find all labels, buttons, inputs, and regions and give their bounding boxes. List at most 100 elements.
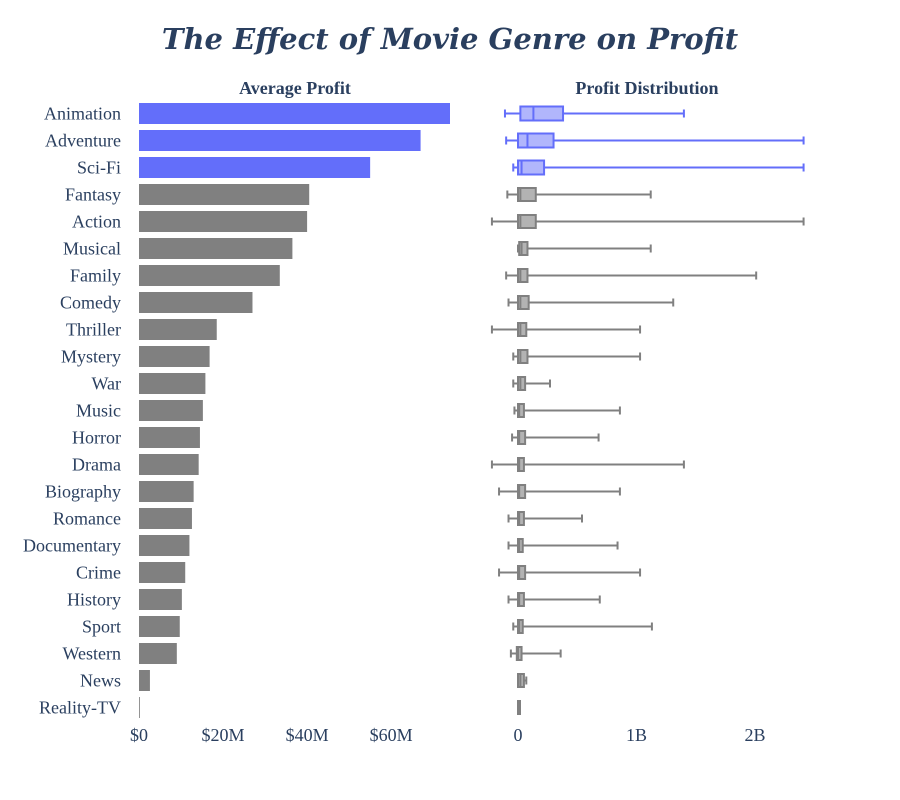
- box-iqr: [517, 349, 529, 364]
- box-iqr: [517, 538, 524, 553]
- box-plot: [490, 322, 642, 337]
- box-plot: [507, 538, 619, 553]
- bar: [139, 103, 450, 124]
- category-label: Thriller: [66, 320, 121, 340]
- category-label: War: [91, 374, 121, 394]
- box-plot: [507, 511, 583, 526]
- box-x-tick-label: 0: [514, 725, 523, 745]
- box-plot: [505, 268, 758, 283]
- box-x-tick-label: 1B: [626, 725, 647, 745]
- category-label: Romance: [53, 509, 121, 529]
- box-iqr: [517, 511, 525, 526]
- box-x-tick-label: 2B: [744, 725, 765, 745]
- box-iqr: [517, 484, 527, 499]
- category-labels: Animation Adventure Sci-Fi Fantasy Action Mus…: [23, 104, 121, 718]
- category-label: Action: [72, 212, 121, 232]
- box-plot: [517, 700, 521, 715]
- category-label: Musical: [63, 239, 121, 259]
- box-iqr: [519, 105, 565, 122]
- bar: [139, 346, 210, 367]
- category-label: Fantasy: [65, 185, 121, 205]
- box-plot: [513, 403, 621, 418]
- category-label: Animation: [44, 104, 121, 124]
- box-series: [490, 105, 805, 715]
- bar: [139, 697, 140, 718]
- box-iqr: [517, 403, 525, 418]
- bar-chart-subtitle: Average Profit: [239, 78, 351, 98]
- bar: [139, 238, 293, 259]
- bar: [139, 373, 206, 394]
- box-iqr: [517, 268, 529, 283]
- bar-x-tick-label: $20M: [202, 725, 245, 745]
- box-iqr: [517, 376, 527, 391]
- bar: [139, 562, 186, 583]
- bar: [139, 184, 310, 205]
- bar-x-tick-label: $60M: [370, 725, 413, 745]
- box-iqr: [517, 132, 555, 149]
- category-label: Comedy: [60, 293, 121, 313]
- box-plot: [498, 565, 642, 580]
- box-iqr: [517, 565, 527, 580]
- category-label: Adventure: [45, 131, 121, 151]
- bar: [139, 157, 371, 178]
- bar: [139, 589, 182, 610]
- box-plot: [509, 646, 562, 661]
- box-iqr: [517, 619, 524, 634]
- bar-x-tick-label: $40M: [286, 725, 329, 745]
- category-label: Biography: [45, 482, 121, 502]
- box-plot: [512, 376, 551, 391]
- box-plot: [512, 349, 642, 364]
- category-label: Family: [70, 266, 121, 286]
- bar: [139, 643, 177, 664]
- chart-title: The Effect of Movie Genre on Profit: [161, 22, 739, 56]
- category-label: History: [67, 590, 121, 610]
- category-label: Documentary: [23, 536, 121, 556]
- box-iqr: [518, 241, 529, 256]
- category-label: Reality-TV: [39, 698, 121, 718]
- box-plot: [498, 484, 621, 499]
- category-label: Mystery: [61, 347, 121, 367]
- box-plot: [503, 105, 685, 122]
- box-plot: [507, 295, 675, 310]
- box-plot: [511, 430, 600, 445]
- bar: [139, 400, 203, 421]
- box-iqr: [517, 295, 530, 310]
- box-iqr: [517, 214, 537, 229]
- box-plot: [490, 214, 805, 229]
- box-plot: [506, 187, 652, 202]
- category-label: Crime: [76, 563, 121, 583]
- box-plot: [512, 619, 653, 634]
- box-iqr: [517, 159, 546, 176]
- box-iqr: [517, 187, 537, 202]
- bar: [139, 616, 180, 637]
- box-plot: [490, 457, 685, 472]
- box-plot: [517, 241, 652, 256]
- bar: [139, 292, 253, 313]
- bar: [139, 130, 421, 151]
- box-x-axis: 0 1B 2B: [514, 725, 766, 745]
- bar: [139, 265, 280, 286]
- category-label: News: [80, 671, 121, 691]
- category-label: Music: [76, 401, 121, 421]
- bar: [139, 670, 150, 691]
- category-label: Sport: [82, 617, 121, 637]
- box-plot: [512, 159, 805, 176]
- box-iqr: [517, 430, 527, 445]
- category-label: Western: [62, 644, 121, 664]
- box-chart-subtitle: Profit Distribution: [575, 78, 718, 98]
- box-iqr: [515, 646, 523, 661]
- bar: [139, 481, 194, 502]
- box-iqr: [517, 457, 525, 472]
- box-plot: [505, 132, 805, 149]
- box-iqr: [517, 592, 525, 607]
- bar-x-tick-label: $0: [130, 725, 148, 745]
- category-label: Sci-Fi: [77, 158, 121, 178]
- bar: [139, 535, 190, 556]
- bar: [139, 454, 199, 475]
- category-label: Horror: [72, 428, 121, 448]
- bar-x-axis: $0 $20M $40M $60M: [130, 725, 413, 745]
- box-plot: [517, 673, 528, 688]
- category-label: Drama: [72, 455, 121, 475]
- bar: [139, 319, 217, 340]
